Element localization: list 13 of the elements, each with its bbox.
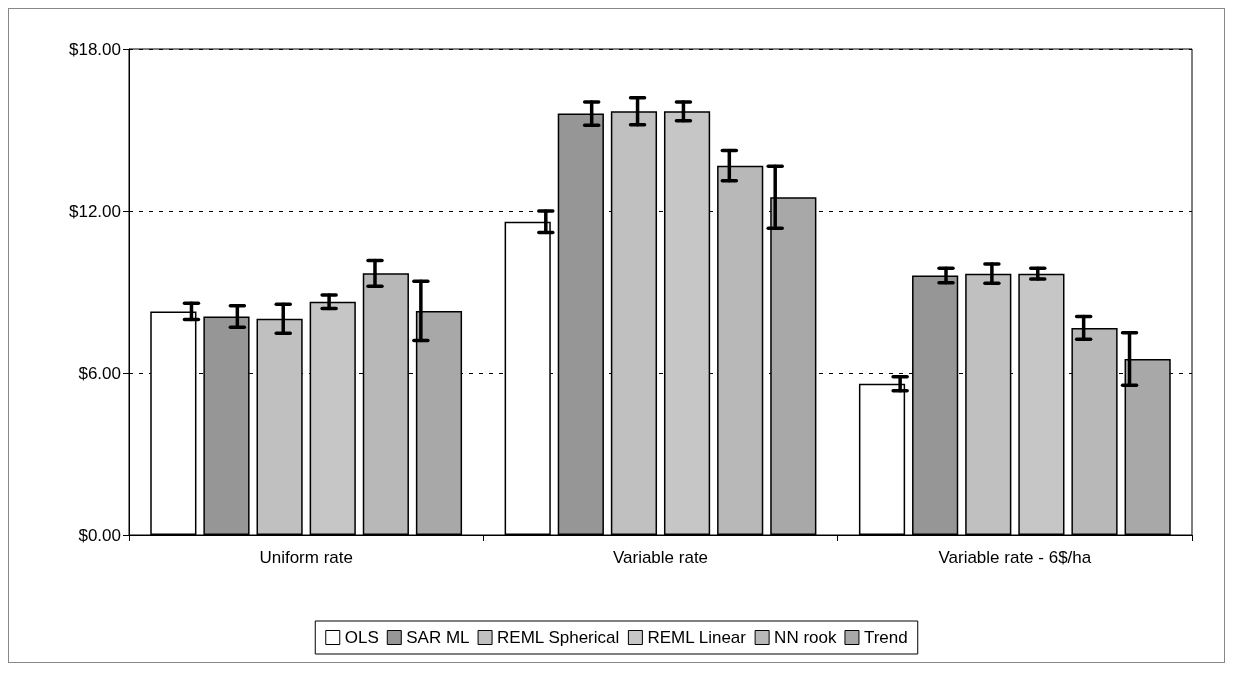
legend-label: OLS	[344, 628, 379, 647]
y-tick-label: $0.00	[78, 525, 121, 545]
legend-label: REML Spherical	[497, 628, 620, 647]
y-tick-label: $18.00	[69, 39, 121, 59]
y-tick-label: $6.00	[78, 363, 121, 383]
legend-label: Trend	[863, 628, 908, 647]
x-tick-label: Variable rate - 6$/ha	[938, 548, 1092, 567]
legend-label: SAR ML	[406, 628, 470, 647]
y-tick-label: $12.00	[69, 201, 121, 221]
legend-label: REML Linear	[647, 628, 747, 647]
legend-label: NN rook	[774, 628, 837, 647]
x-tick-label: Uniform rate	[259, 548, 353, 567]
x-tick-label: Variable rate	[612, 548, 709, 567]
